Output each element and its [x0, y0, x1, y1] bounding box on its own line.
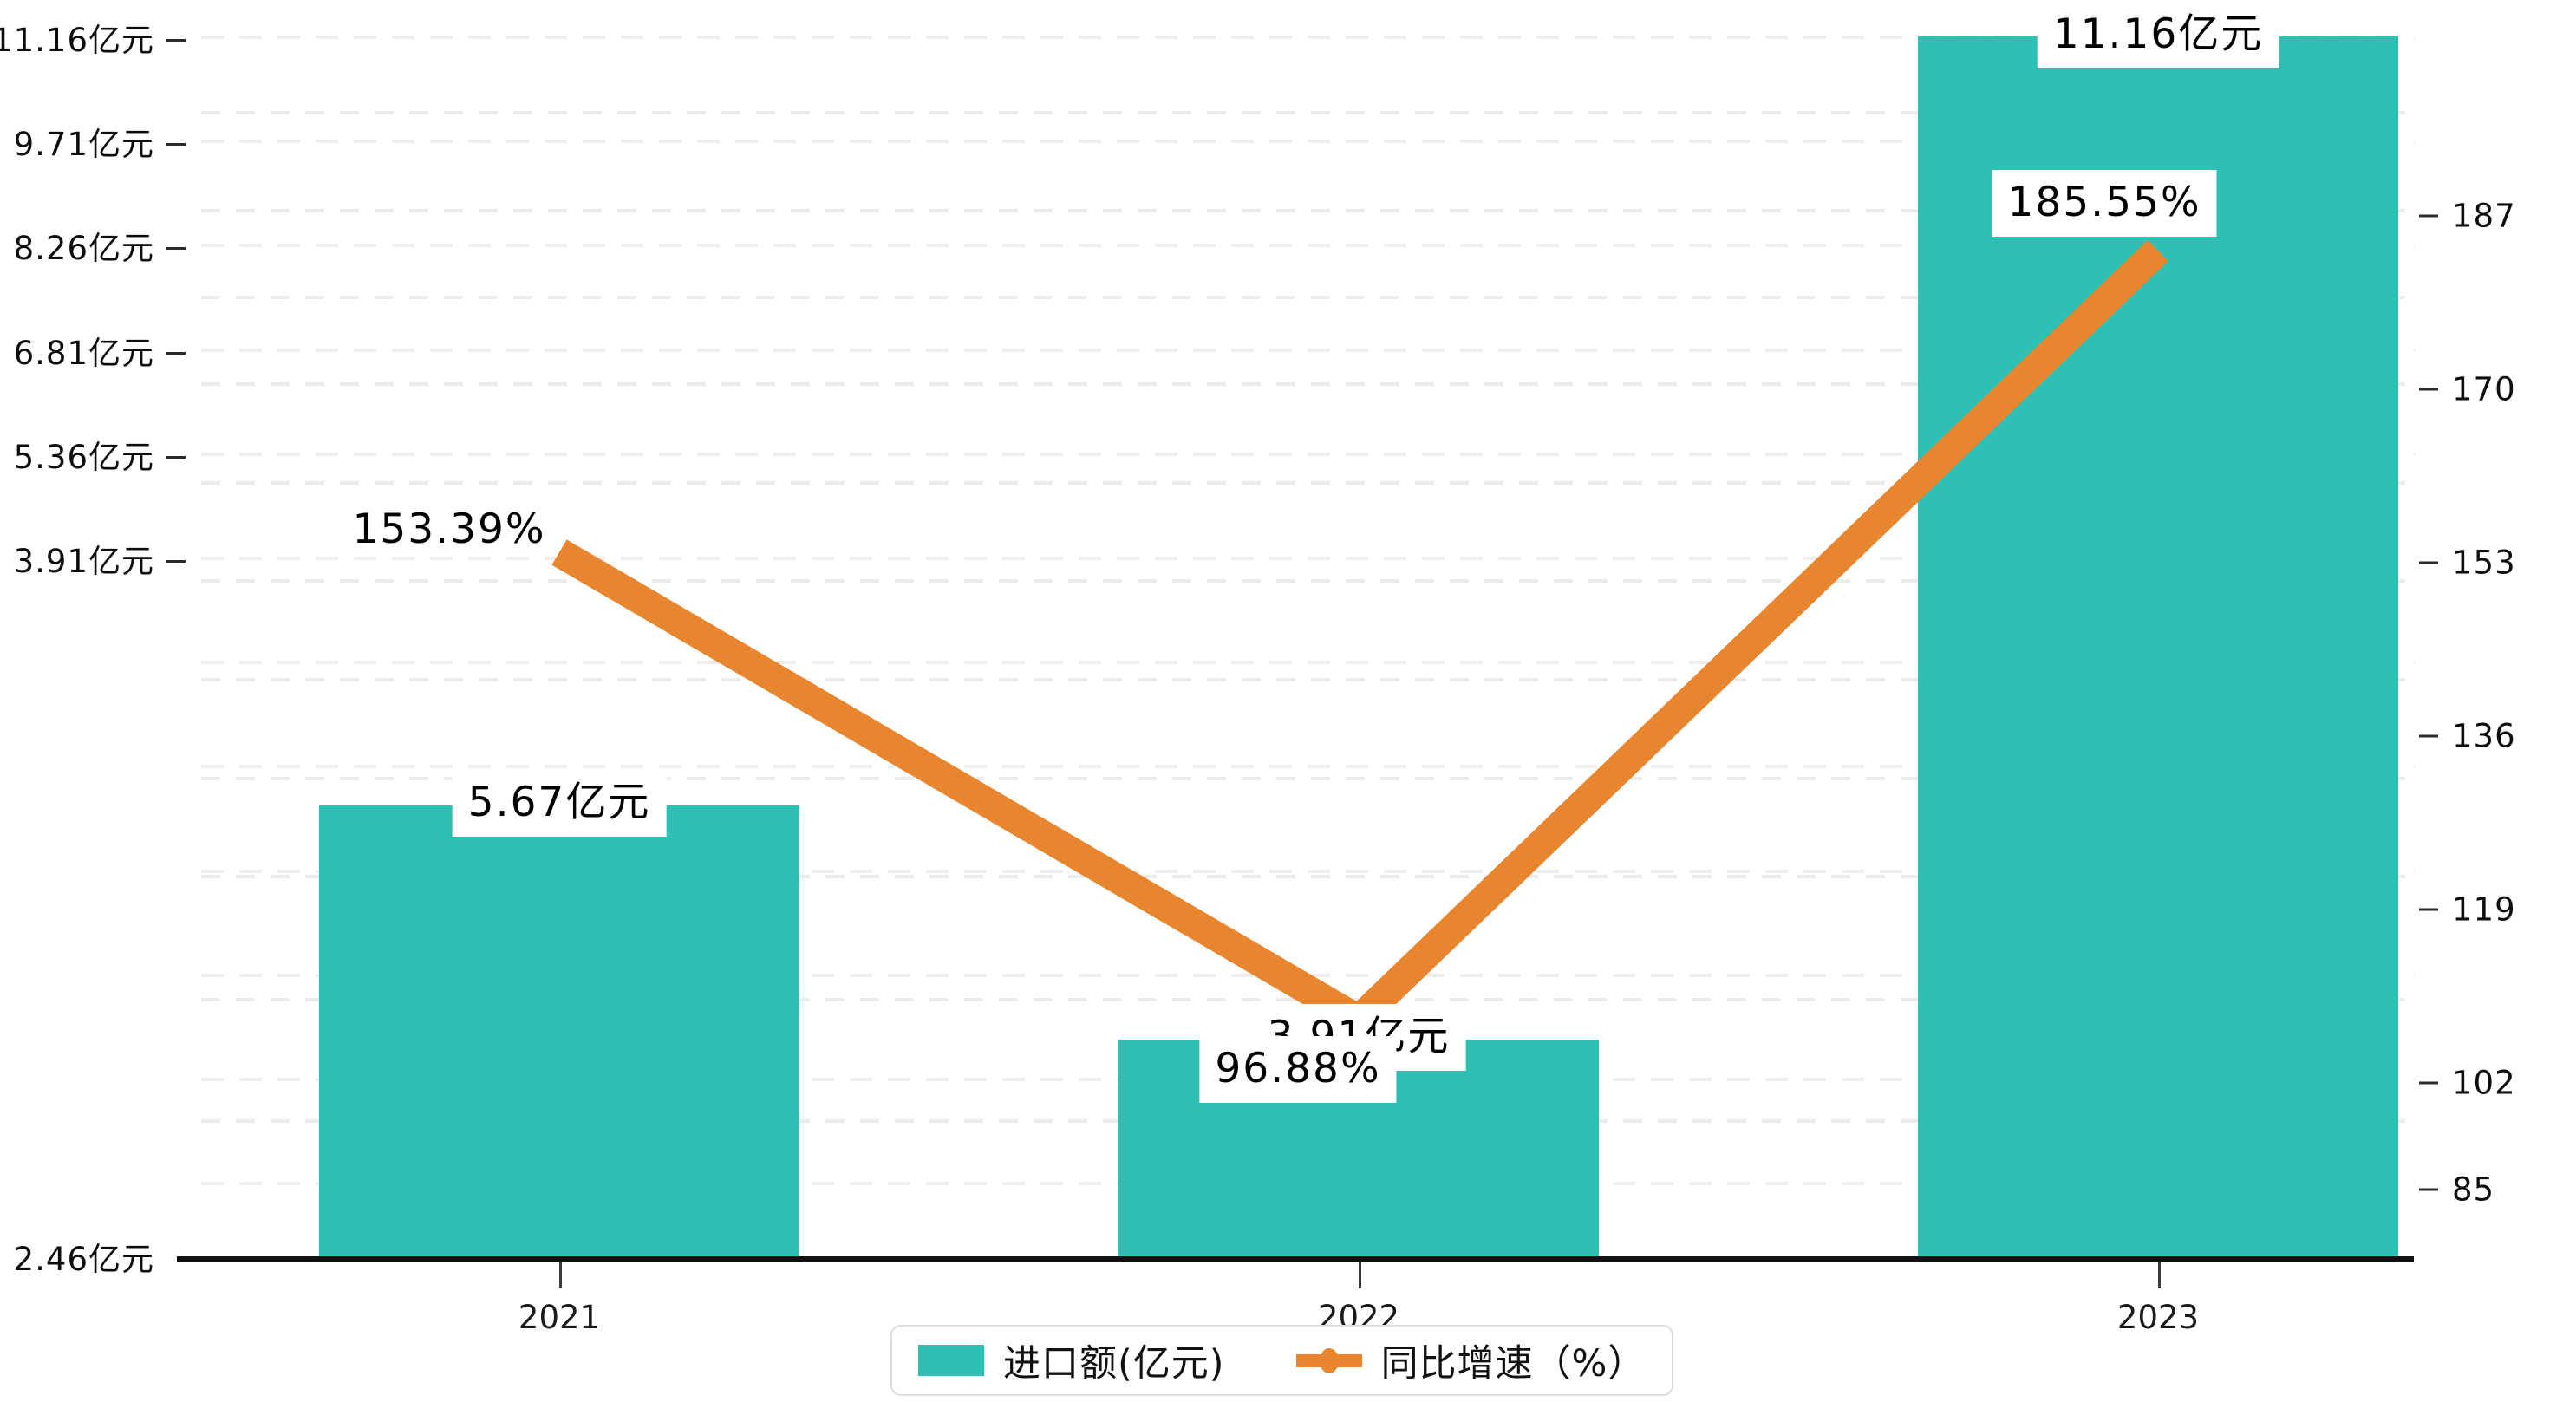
y-axis-left-tick-label: 3.91亿元 — [14, 535, 186, 582]
bar-swatch-icon — [918, 1345, 984, 1376]
y-axis-left-tick-label: 5.36亿元 — [14, 431, 186, 478]
tick-dash — [2419, 734, 2438, 738]
chart-legend: 进口额(亿元) 同比增速（%） — [890, 1325, 1674, 1396]
line-value-label-2021: 153.39% — [352, 505, 546, 553]
y-axis-right-tick-label: 187 — [2419, 198, 2516, 235]
tick-dash — [2419, 1081, 2438, 1085]
y-axis-right-tick-label: 136 — [2419, 718, 2516, 755]
line-value-label-2023: 185.55% — [1992, 170, 2217, 237]
x-axis-tick — [1359, 1262, 1361, 1288]
y-axis-right-tick-label: 119 — [2419, 891, 2516, 929]
line-value-label-2022: 96.88% — [1199, 1036, 1397, 1103]
bar-value-label-2023: 11.16亿元 — [2037, 2, 2279, 68]
tick-dash — [2419, 908, 2438, 911]
x-axis-label-2023: 2023 — [2116, 1299, 2200, 1336]
tick-dash — [166, 143, 186, 146]
legend-label-import-amount: 进口额(亿元) — [1003, 1342, 1225, 1386]
tick-dash — [166, 247, 186, 250]
tick-dash — [2419, 388, 2438, 391]
x-axis-line — [177, 1256, 2414, 1262]
x-axis-tick — [2158, 1262, 2161, 1288]
tick-dash — [166, 456, 186, 459]
legend-label-growth-rate: 同比增速（%） — [1380, 1342, 1647, 1386]
legend-item-import-amount[interactable]: 进口额(亿元) — [918, 1333, 1225, 1387]
tick-dash — [2419, 1188, 2438, 1191]
legend-item-growth-rate[interactable]: 同比增速（%） — [1295, 1333, 1647, 1387]
y-axis-right-tick-label: 85 — [2419, 1171, 2494, 1209]
tick-dash — [166, 560, 186, 563]
bar-value-label-2021: 5.67亿元 — [452, 770, 667, 837]
tick-dash — [2419, 561, 2438, 564]
gridline — [201, 36, 2415, 39]
y-axis-left-tick-label: 11.16亿元 — [0, 14, 186, 61]
tick-dash — [2419, 214, 2438, 218]
y-axis-left-tick-label: 8.26亿元 — [14, 222, 186, 269]
tick-dash — [166, 352, 186, 355]
y-axis-left-tick-label: 2.46亿元 — [14, 1233, 186, 1280]
x-axis-label-2021: 2021 — [518, 1299, 601, 1336]
gridline — [201, 111, 2415, 114]
gridline — [201, 209, 2415, 212]
line-dot-swatch-icon — [1295, 1345, 1362, 1376]
tick-dash — [166, 39, 186, 42]
y-axis-right-tick-label: 153 — [2419, 544, 2516, 582]
y-axis-left-tick-label: 9.71亿元 — [14, 118, 186, 165]
bar-2021[interactable] — [319, 805, 799, 1256]
gridline — [201, 140, 2415, 143]
y-axis-right-tick-label: 170 — [2419, 371, 2516, 408]
x-axis-tick — [559, 1262, 562, 1288]
y-axis-right-tick-label: 102 — [2419, 1065, 2516, 1102]
y-axis-left-tick-label: 6.81亿元 — [14, 327, 186, 374]
